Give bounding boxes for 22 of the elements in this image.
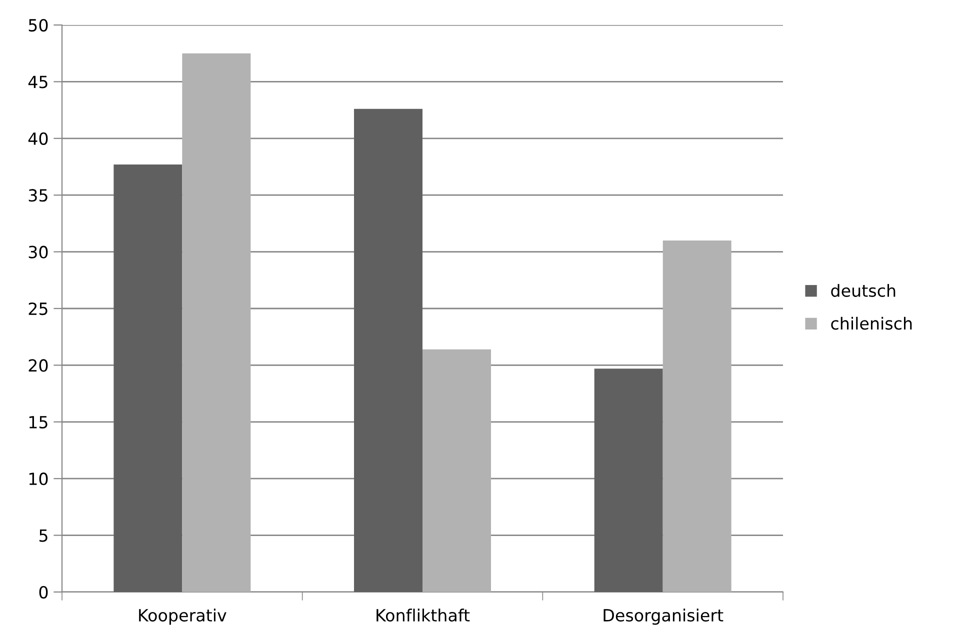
y-tick-label: 15: [29, 416, 48, 428]
legend-label: chilenisch: [831, 316, 912, 330]
x-tick-label: Desorganisiert: [604, 608, 724, 625]
bar: [422, 349, 491, 592]
bar: [354, 108, 422, 592]
legend-label: deutsch: [831, 284, 896, 297]
bar: [662, 240, 732, 592]
bar: [182, 53, 251, 592]
y-tick-label: 40: [28, 132, 48, 145]
y-tick-label: 35: [28, 189, 48, 202]
x-tick-label: Kooperativ: [139, 608, 226, 625]
y-tick-label: 0: [39, 586, 48, 599]
y-tick-label: 50: [28, 18, 48, 32]
y-tick-label: 5: [39, 529, 48, 542]
x-tick-label: Konflikthaft: [376, 608, 470, 622]
bar: [594, 368, 663, 592]
y-tick-label: 25: [28, 302, 48, 316]
bar: [114, 164, 182, 592]
y-tick-label: 10: [29, 472, 48, 486]
y-tick-label: 20: [28, 359, 48, 372]
y-tick-label: 30: [28, 246, 48, 258]
y-tick-label: 45: [28, 76, 48, 88]
